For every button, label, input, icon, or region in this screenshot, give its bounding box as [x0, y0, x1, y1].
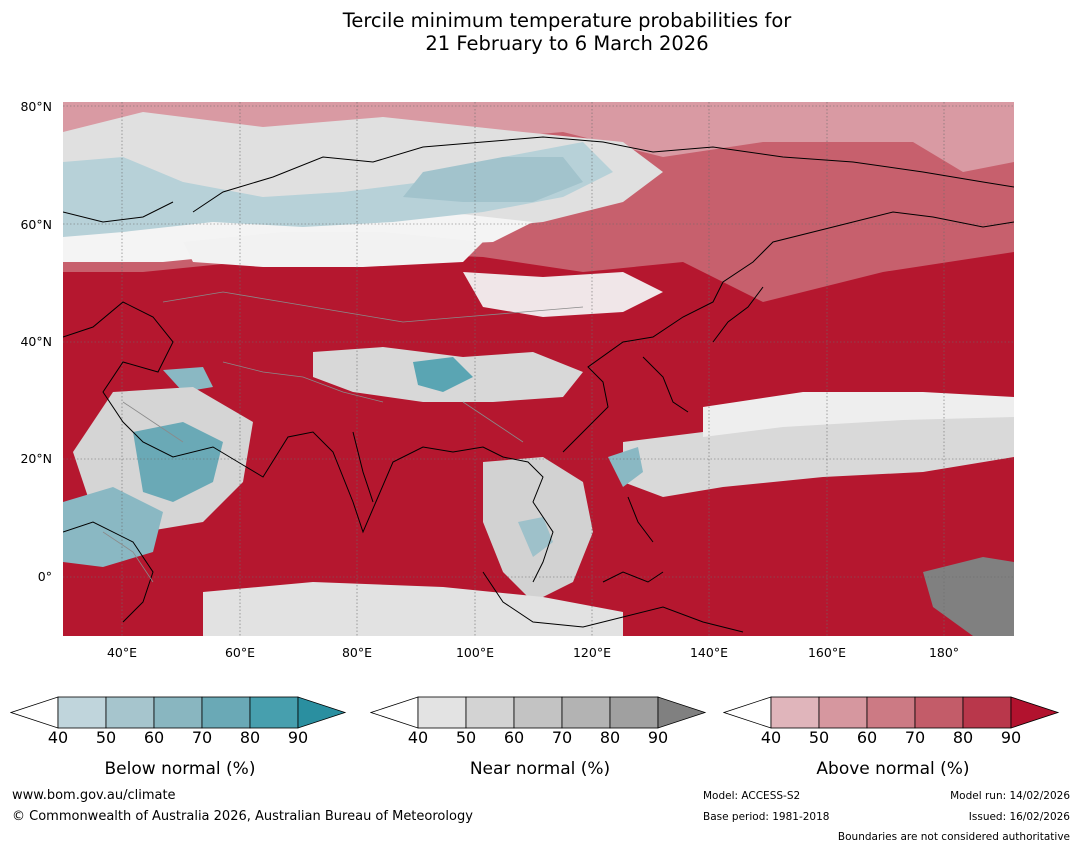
near-normal-colorbar-segment: [513, 696, 563, 729]
model-run-text: Model run: 14/02/2026: [950, 790, 1070, 802]
near-normal-tick-label: 40: [407, 728, 429, 747]
above-normal-tick-label: 60: [856, 728, 878, 747]
above-normal-colorbar-segment: [866, 696, 916, 729]
copyright-text: © Commonwealth of Australia 2026, Austra…: [12, 809, 473, 824]
lon-label-40e: 40°E: [106, 645, 138, 660]
below-normal-colorbar: [10, 696, 347, 729]
near-normal-legend-title: Near normal (%): [469, 759, 611, 779]
below-normal-tick-label: 80: [239, 728, 261, 747]
below-normal-arabia-region: [133, 422, 223, 502]
near-normal-colorbar: [370, 696, 707, 729]
below-normal-colorbar-segment: [57, 696, 107, 729]
model-text: Model: ACCESS-S2: [703, 790, 801, 802]
above-normal-tick-label: 40: [760, 728, 782, 747]
below-normal-tick-label: 40: [47, 728, 69, 747]
near-normal-tick-label: 90: [647, 728, 669, 747]
near-normal-colorbar-low-extension: [370, 696, 419, 729]
near-normal-tick-label: 50: [455, 728, 477, 747]
lat-label-equator: 0°: [37, 569, 52, 584]
lon-label-140e: 140°E: [689, 645, 728, 660]
above-normal-tick-label: 80: [952, 728, 974, 747]
near-normal-colorbar-segment: [465, 696, 515, 729]
lon-label-160e: 160°E: [807, 645, 846, 660]
above-normal-colorbar-segment: [818, 696, 868, 729]
lat-label-40n: 40°N: [20, 334, 52, 349]
below-normal-se-asia-region: [518, 517, 553, 557]
below-normal-tick-label: 70: [191, 728, 213, 747]
lon-label-80e: 80°E: [341, 645, 373, 660]
near-normal-colorbar-segment: [561, 696, 611, 729]
below-normal-pamir-region: [163, 367, 213, 392]
above-normal-colorbar-segment: [770, 696, 820, 729]
above-normal-colorbar-segment: [962, 696, 1012, 729]
below-normal-tick-label: 50: [95, 728, 117, 747]
graticule: [63, 102, 1014, 636]
below-normal-colorbar-segment: [153, 696, 203, 729]
below-normal-colorbar-segment: [249, 696, 299, 729]
near-normal-colorbar-segment: [417, 696, 467, 729]
below-normal-philippines-region: [608, 447, 643, 487]
lon-label-120e: 120°E: [572, 645, 611, 660]
above-normal-tick-label: 90: [1000, 728, 1022, 747]
above-normal-colorbar-segment: [914, 696, 964, 729]
lon-label-60e: 60°E: [224, 645, 256, 660]
light-above-region: [63, 102, 1014, 172]
probability-map-canvas: [63, 102, 1014, 636]
white-west-siberia-region: [183, 232, 483, 267]
coastlines: [63, 136, 1014, 633]
above-normal-legend: 40 50 60 70 80 90 Above normal (%): [723, 696, 1063, 779]
lat-label-80n: 80°N: [20, 99, 52, 114]
base-period-text: Base period: 1981-2018: [703, 811, 830, 823]
below-normal-colorbar-low-extension: [10, 696, 59, 729]
above-normal-colorbar: [723, 696, 1060, 729]
below-normal-tick-label: 90: [287, 728, 309, 747]
near-normal-colorbar-segment: [609, 696, 659, 729]
title-line-1: Tercile minimum temperature probabilitie…: [342, 9, 792, 32]
above-normal-tick-label: 50: [808, 728, 830, 747]
lon-label-100e: 100°E: [455, 645, 494, 660]
below-normal-tick-label: 60: [143, 728, 165, 747]
below-normal-colorbar-segment: [105, 696, 155, 729]
below-normal-colorbar-segment: [201, 696, 251, 729]
lat-label-20n: 20°N: [20, 451, 52, 466]
above-normal-colorbar-high-extension: [1010, 696, 1060, 729]
probability-map: [63, 102, 1014, 636]
below-normal-legend-title: Below normal (%): [104, 759, 256, 779]
near-normal-tick-label: 80: [599, 728, 621, 747]
title-line-2: 21 February to 6 March 2026: [425, 32, 709, 55]
below-normal-legend: 40 50 60 70 80 90 Below normal (%): [10, 696, 350, 779]
near-normal-mongolia-region: [463, 272, 663, 317]
near-normal-tick-label: 60: [503, 728, 525, 747]
above-normal-legend-title: Above normal (%): [816, 759, 970, 779]
near-normal-legend: 40 50 60 70 80 90 Near normal (%): [370, 696, 710, 779]
website-link[interactable]: www.bom.gov.au/climate: [12, 788, 176, 803]
lat-label-60n: 60°N: [20, 217, 52, 232]
near-normal-colorbar-high-extension: [657, 696, 707, 729]
below-normal-siberia-strong-region: [403, 157, 583, 202]
below-normal-tibet-region: [413, 357, 473, 392]
near-normal-tick-label: 70: [551, 728, 573, 747]
boundaries-disclaimer: Boundaries are not considered authoritat…: [837, 831, 1070, 843]
below-normal-colorbar-high-extension: [297, 696, 347, 729]
borders: [102, 291, 584, 583]
near-normal-south-band-region: [203, 582, 623, 636]
above-normal-tick-label: 70: [904, 728, 926, 747]
issued-text: Issued: 16/02/2026: [968, 811, 1070, 823]
below-normal-africa-region: [63, 487, 163, 567]
above-normal-colorbar-low-extension: [723, 696, 772, 729]
white-pacific-band-region: [703, 392, 1014, 437]
map-title: Tercile minimum temperature probabilitie…: [0, 9, 1081, 55]
lon-label-180: 180°: [928, 645, 960, 660]
